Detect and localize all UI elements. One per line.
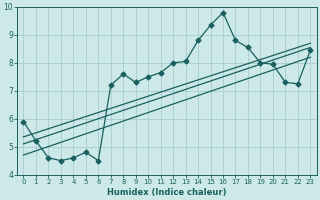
X-axis label: Humidex (Indice chaleur): Humidex (Indice chaleur) <box>107 188 227 197</box>
